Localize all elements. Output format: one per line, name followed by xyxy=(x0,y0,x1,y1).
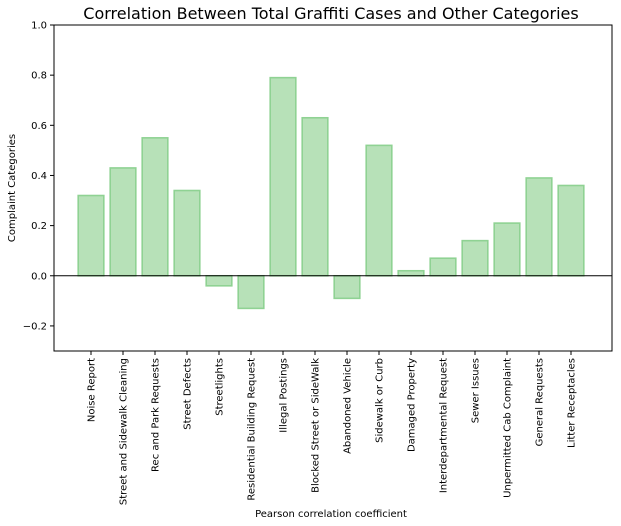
y-tick-label-3: 0.4 xyxy=(31,171,47,182)
x-tick-label-5: Residential Building Request xyxy=(247,358,258,501)
x-tick-label-4: Streetlights xyxy=(215,358,226,416)
bar-0 xyxy=(77,194,105,277)
bar-2 xyxy=(141,137,169,277)
y-tick-label-5: 0.8 xyxy=(31,71,47,82)
x-tick-label-8: Abandoned Vehicle xyxy=(343,358,354,454)
plot-area: −0.2 0.0 0.2 0.4 0.6 0.8 1.0 Noise Report Street… xyxy=(23,21,613,505)
x-tick-label-0: Noise Report xyxy=(87,358,98,422)
bar-1 xyxy=(109,167,137,277)
y-tick-label-6: 1.0 xyxy=(31,21,47,32)
x-tick-label-3: Street Defects xyxy=(183,358,194,430)
x-tick-label-12: Sewer Issues xyxy=(471,358,482,423)
bar-11 xyxy=(429,257,457,277)
bar-6 xyxy=(269,76,297,277)
y-tick-label-1: 0.0 xyxy=(31,271,47,282)
x-tick-label-13: Unpermitted Cab Complaint xyxy=(503,358,514,498)
bar-12 xyxy=(461,239,489,277)
x-tick-label-2: Rec and Park Requests xyxy=(151,358,162,472)
x-tick-label-14: General Requests xyxy=(535,358,546,446)
bar-7 xyxy=(301,116,329,277)
y-tick-label-0: −0.2 xyxy=(23,321,47,332)
y-tick-label-4: 0.6 xyxy=(31,121,47,132)
x-axis-label: Pearson correlation coefficient xyxy=(255,509,407,520)
x-tick-label-10: Damaged Property xyxy=(407,358,418,452)
x-tick-label-9: Sidewalk or Curb xyxy=(375,358,386,443)
bar-9 xyxy=(365,144,393,277)
x-tick-label-1: Street and Sidewalk Cleaning xyxy=(119,358,130,505)
chart-title: Correlation Between Total Graffiti Cases… xyxy=(83,4,578,23)
bar-4 xyxy=(205,274,233,287)
bar-8 xyxy=(333,274,361,300)
bar-3 xyxy=(173,189,201,277)
bar-10 xyxy=(397,269,425,277)
x-tick-label-7: Blocked Street or SideWalk xyxy=(311,358,322,493)
x-tick-label-11: Interdepartmental Request xyxy=(439,358,450,493)
y-axis-label: Complaint Categories xyxy=(7,134,18,242)
bar-13 xyxy=(493,222,521,277)
x-tick-label-6: Illegal Postings xyxy=(279,358,290,433)
x-tick-label-15: Litter Receptacles xyxy=(567,358,578,448)
bar-15 xyxy=(557,184,585,277)
plot-frame xyxy=(53,24,613,352)
bar-14 xyxy=(525,177,553,277)
y-tick-label-2: 0.2 xyxy=(31,221,47,232)
bar-5 xyxy=(237,274,265,310)
